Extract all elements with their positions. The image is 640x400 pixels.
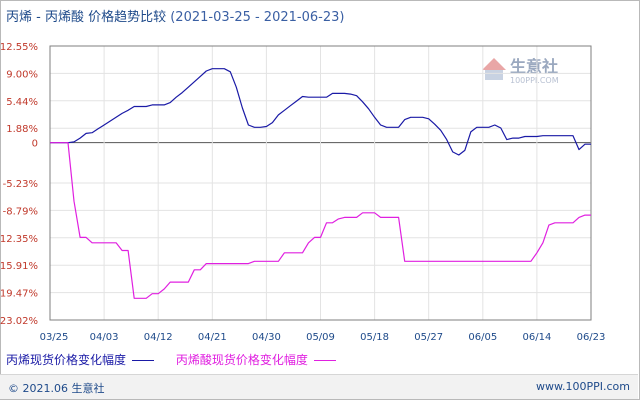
series-line-acrylic-acid (50, 142, 591, 299)
x-tick-label: 04/03 (90, 332, 119, 343)
watermark-url: 100PPI.COM (510, 76, 559, 85)
legend-label-propylene: 丙烯现货价格变化幅度 (6, 353, 127, 367)
x-tick-label: 03/25 (40, 332, 69, 343)
legend: 丙烯现货价格变化幅度 丙烯酸现货价格变化幅度 (6, 351, 354, 368)
y-tick-label: -5.23% (3, 179, 38, 190)
logo-house-icon (482, 58, 506, 70)
watermark-logo: 生意社 100PPI.COM (482, 57, 559, 85)
chart-axes (49, 45, 592, 321)
legend-swatch-propylene (132, 360, 155, 361)
plot-border (49, 45, 592, 321)
y-tick-label: 5.44% (6, 97, 38, 108)
series-line-propylene (50, 68, 591, 156)
x-axis-ticks: 03/25 04/03 04/12 04/21 04/30 05/09 05/18 05/27… (40, 332, 606, 343)
x-tick-label: 06/23 (577, 332, 606, 343)
title-text: 丙烯 - 丙烯酸 价格趋势比较 (6, 10, 167, 25)
x-tick-label: 05/09 (306, 332, 335, 343)
y-tick-label: 12.55% (0, 42, 38, 53)
x-tick-label: 04/30 (252, 332, 281, 343)
y-tick-label: -23.02% (0, 316, 38, 327)
y-axis-ticks: 12.55% 9.00% 5.44% 1.88% 0 -5.23% -8.79% -12.35… (0, 42, 38, 327)
legend-label-acrylic-acid: 丙烯酸现货价格变化幅度 (175, 353, 308, 367)
chart-series (50, 68, 591, 299)
chart-title: 丙烯 - 丙烯酸 价格趋势比较 (2021-03-25 - 2021-06-23… (6, 6, 344, 25)
x-tick-label: 06/05 (468, 332, 497, 343)
y-tick-label: 9.00% (6, 69, 38, 80)
logo-house-base (485, 70, 503, 80)
x-tick-label: 05/18 (360, 332, 389, 343)
footer: © 2021.06 生意社 www.100PPI.com (0, 374, 638, 399)
y-tick-label: -12.35% (0, 234, 38, 245)
x-tick-label: 05/27 (414, 332, 443, 343)
legend-item-acrylic-acid: 丙烯酸现货价格变化幅度 (176, 351, 336, 368)
title-date-range: (2021-03-25 - 2021-06-23) (170, 10, 345, 25)
y-tick-label: -15.91% (0, 261, 38, 272)
watermark-brand: 生意社 (510, 57, 558, 76)
x-tick-label: 06/14 (522, 332, 551, 343)
legend-item-propylene: 丙烯现货价格变化幅度 (6, 351, 155, 368)
x-tick-label: 04/21 (198, 332, 227, 343)
footer-website-link[interactable]: www.100PPI.com (536, 380, 630, 393)
y-tick-label: 0 (32, 139, 38, 150)
legend-swatch-acrylic-acid (313, 360, 336, 361)
y-tick-label: -8.79% (3, 206, 38, 217)
y-tick-label: 1.88% (6, 124, 38, 135)
footer-copyright: © 2021.06 生意社 (8, 382, 105, 395)
y-tick-label: -19.47% (0, 289, 38, 300)
x-tick-label: 04/12 (144, 332, 173, 343)
